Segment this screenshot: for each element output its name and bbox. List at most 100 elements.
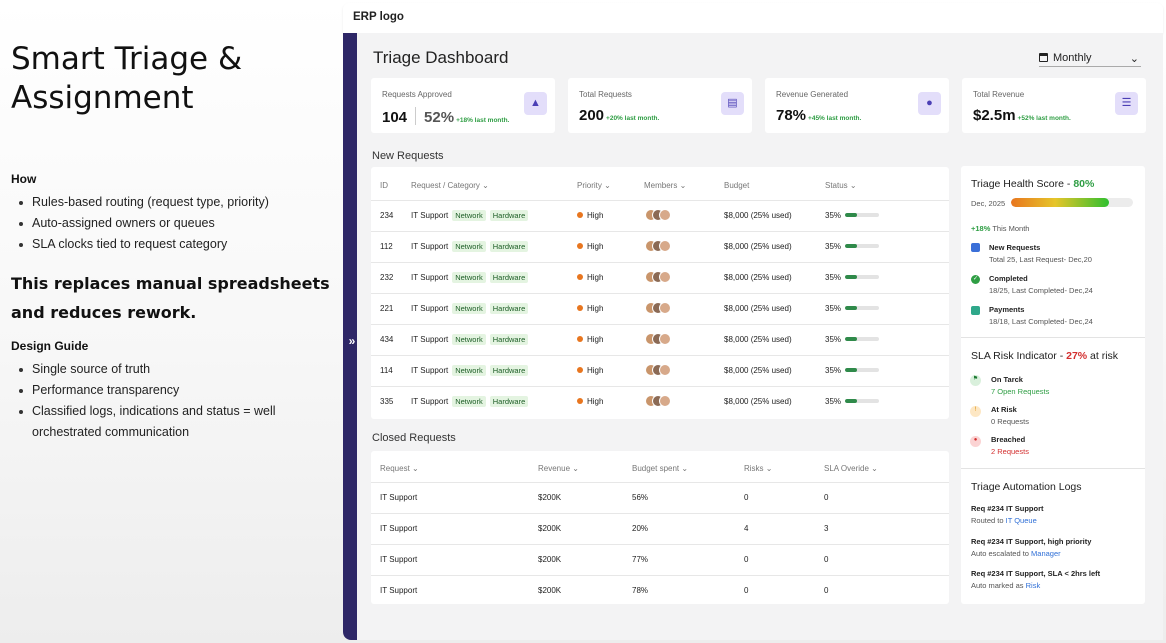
erp-logo[interactable]: ERP logo — [353, 11, 404, 23]
avatar[interactable] — [659, 302, 671, 314]
col-header-revenue[interactable]: Revenue ⌄ — [538, 464, 579, 473]
table-row[interactable]: IT Support $200K 56% 0 0 — [371, 482, 949, 513]
priority-badge: High — [577, 211, 603, 220]
period-select[interactable]: Monthly ⌄ — [1039, 52, 1141, 67]
table-row[interactable]: 234 IT Support Network Hardware High $8,000 (… — [371, 200, 949, 231]
tag-hardware: Hardware — [489, 334, 529, 345]
log-link[interactable]: Risk — [1025, 581, 1041, 590]
table-row[interactable]: 112 IT Support Network Hardware High $8,000 (… — [371, 231, 949, 262]
priority-badge: High — [577, 242, 603, 251]
kpi-title: Total Revenue — [973, 90, 1025, 99]
col-header-risks[interactable]: Risks ⌄ — [744, 464, 773, 473]
request-category: IT Support Network Hardware — [411, 272, 529, 283]
chevron-down-icon: ⌄ — [572, 464, 579, 473]
how-label: How — [11, 172, 37, 186]
avatar[interactable] — [659, 364, 671, 376]
request-category: IT Support Network Hardware — [411, 210, 529, 221]
list-item: Rules-based routing (request type, prior… — [11, 192, 331, 213]
health-item-title: Payments — [989, 305, 1025, 314]
tag-hardware: Hardware — [489, 272, 529, 283]
col-header-budget: Budget — [724, 181, 750, 190]
request-id: 232 — [380, 273, 394, 282]
tag-network: Network — [452, 334, 486, 345]
closed-risks: 0 — [744, 586, 749, 595]
app-topbar: ERP logo — [343, 3, 1163, 33]
request-id: 335 — [380, 397, 394, 406]
sla-item-title: At Risk — [991, 405, 1017, 414]
kpi-card-revenue-generated: Revenue Generated 78% +45% last month. ● — [765, 78, 949, 133]
chevron-down-icon: ⌄ — [871, 464, 878, 473]
health-item-sub: Total 25, Last Request- Dec,20 — [989, 255, 1092, 264]
how-list: Rules-based routing (request type, prior… — [11, 192, 331, 255]
thumbs-up-icon: ▲ — [524, 92, 547, 115]
kpi-title: Requests Approved — [382, 90, 452, 99]
slide-title: Smart Triage & Assignment — [11, 41, 243, 116]
priority-badge: High — [577, 366, 603, 375]
sla-item-sub[interactable]: 7 Open Requests — [991, 387, 1050, 396]
col-header-budget-spent[interactable]: Budget spent ⌄ — [632, 464, 689, 473]
period-value: Monthly — [1053, 52, 1092, 64]
guide-list: Single source of truth Performance trans… — [11, 359, 331, 443]
statement: This replaces manual spreadsheets and red… — [11, 274, 330, 322]
col-header-id: ID — [380, 181, 388, 190]
tag-hardware: Hardware — [489, 241, 529, 252]
expand-sidebar-button[interactable]: » — [345, 333, 359, 349]
avatar[interactable] — [659, 240, 671, 252]
col-header-members[interactable]: Members ⌄ — [644, 181, 687, 190]
tag-network: Network — [452, 396, 486, 407]
avatar[interactable] — [659, 333, 671, 345]
health-item-sub: 18/18, Last Completed- Dec,24 — [989, 317, 1093, 326]
closed-budget-spent: 20% — [632, 524, 649, 533]
table-row[interactable]: IT Support $200K 77% 0 0 — [371, 544, 949, 575]
table-row[interactable]: IT Support $200K 20% 4 3 — [371, 513, 949, 544]
tag-network: Network — [452, 210, 486, 221]
health-score-title: Triage Health Score - 80% — [971, 178, 1095, 190]
kpi-value: 200 +20% last month. — [579, 107, 660, 124]
table-row[interactable]: 232 IT Support Network Hardware High $8,000 (… — [371, 262, 949, 293]
request-category: IT Support Network Hardware — [411, 396, 529, 407]
avatar[interactable] — [659, 209, 671, 221]
table-row[interactable]: IT Support $200K 78% 0 0 — [371, 575, 949, 606]
budget-value: $8,000 (25% used) — [724, 242, 792, 251]
status-progress: 35% — [825, 211, 880, 220]
chevron-down-icon: ⌄ — [1129, 53, 1139, 65]
priority-badge: High — [577, 304, 603, 313]
kpi-value: 78% +45% last month. — [776, 107, 862, 124]
col-header-sla-override[interactable]: SLA Overide ⌄ — [824, 464, 878, 473]
status-progress: 35% — [825, 242, 880, 251]
closed-request: IT Support — [380, 493, 418, 502]
sla-item-title: Breached — [991, 435, 1026, 444]
log-link[interactable]: IT Queue — [1005, 516, 1037, 525]
col-header-status[interactable]: Status ⌄ — [825, 181, 857, 190]
calendar-icon — [1039, 53, 1048, 62]
table-row[interactable]: 114 IT Support Network Hardware High $8,000 (… — [371, 355, 949, 386]
list-item: Single source of truth — [11, 359, 331, 380]
table-row[interactable]: 335 IT Support Network Hardware High $8,000 (… — [371, 386, 949, 417]
divider — [961, 468, 1145, 469]
avatar[interactable] — [659, 271, 671, 283]
avatar[interactable] — [659, 395, 671, 407]
budget-value: $8,000 (25% used) — [724, 366, 792, 375]
health-item-title: Completed — [989, 274, 1028, 283]
closed-request: IT Support — [380, 586, 418, 595]
health-score-bar — [1011, 198, 1133, 207]
tag-network: Network — [452, 303, 486, 314]
request-id: 221 — [380, 304, 394, 313]
sla-item-sub[interactable]: 2 Requests — [991, 447, 1029, 456]
col-header-priority[interactable]: Priority ⌄ — [577, 181, 611, 190]
list-item: Performance transparency — [11, 380, 331, 401]
chevron-down-icon: ⌄ — [412, 464, 419, 473]
progress-bar — [845, 399, 880, 403]
closed-request: IT Support — [380, 524, 418, 533]
table-row[interactable]: 221 IT Support Network Hardware High $8,000 (… — [371, 293, 949, 324]
log-title: Req #234 IT Support — [971, 504, 1044, 513]
tag-hardware: Hardware — [489, 396, 529, 407]
request-id: 234 — [380, 211, 394, 220]
dashboard-main: Triage Dashboard Monthly ⌄ Requests Appr… — [357, 33, 1163, 640]
log-link[interactable]: Manager — [1031, 549, 1061, 558]
new-requests-label: New Requests — [372, 150, 444, 162]
table-row[interactable]: 434 IT Support Network Hardware High $8,000 (… — [371, 324, 949, 355]
col-header-request[interactable]: Request ⌄ — [380, 464, 419, 473]
request-id: 112 — [380, 242, 393, 251]
col-header-request-category[interactable]: Request / Category ⌄ — [411, 181, 489, 190]
